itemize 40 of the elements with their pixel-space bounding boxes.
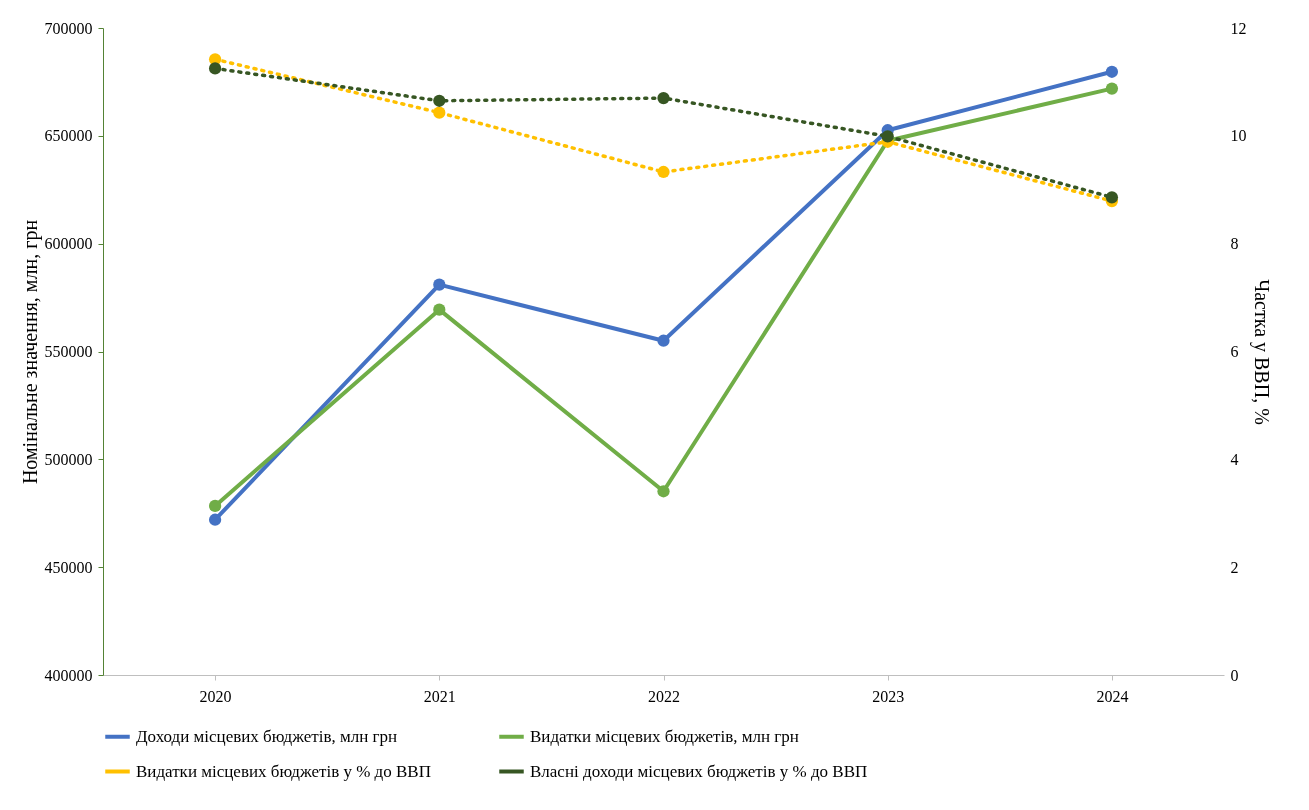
y-tick-label: 450000 <box>44 558 93 576</box>
point <box>657 165 670 179</box>
y-tick-label: 700000 <box>44 19 93 37</box>
point <box>1105 82 1119 95</box>
point <box>1105 191 1119 204</box>
x-tick-label: 2024 <box>1096 687 1129 705</box>
y2-tick-label: 10 <box>1230 127 1247 145</box>
point <box>433 303 446 316</box>
y-tick-label: 550000 <box>44 343 93 360</box>
x-tick-label: 2021 <box>423 687 456 705</box>
point <box>881 130 894 143</box>
point <box>657 91 670 105</box>
point <box>433 278 446 291</box>
legend-label: Власні доходи місцевих бюджетів у % до ВВП <box>530 761 868 781</box>
y2-tick-label: 6 <box>1230 343 1239 360</box>
y2-tick-label: 12 <box>1230 19 1247 37</box>
legend-label: Видатки місцевих бюджетів, млн грн <box>530 726 799 746</box>
y2-axis-title: Частка у ВВП, % <box>1249 279 1273 425</box>
y-tick-label: 500000 <box>44 450 93 468</box>
x-tick-label: 2022 <box>648 687 680 705</box>
y-tick-label: 650000 <box>44 127 93 145</box>
legend-label: Видатки місцевих бюджетів у % до ВВП <box>136 761 431 781</box>
point <box>208 499 222 513</box>
y-tick-label: 600000 <box>44 235 93 253</box>
y-axis-title: Номінальне значення, млн, грн <box>18 219 42 485</box>
y2-tick-label: 4 <box>1230 450 1239 468</box>
y-tick-label: 400000 <box>44 666 93 684</box>
point <box>1105 65 1119 78</box>
point <box>657 334 670 347</box>
x-tick-label: 2020 <box>199 687 232 705</box>
legend-label: Доходи місцевих бюджетів, млн грн <box>136 726 398 746</box>
point <box>208 513 222 526</box>
point <box>208 62 222 75</box>
point <box>433 106 446 119</box>
y2-tick-label: 2 <box>1230 558 1239 576</box>
y2-tick-label: 8 <box>1230 235 1239 253</box>
x-tick-label: 2023 <box>872 687 905 705</box>
point <box>433 94 446 107</box>
point <box>657 485 670 498</box>
y2-tick-label: 0 <box>1230 666 1239 684</box>
